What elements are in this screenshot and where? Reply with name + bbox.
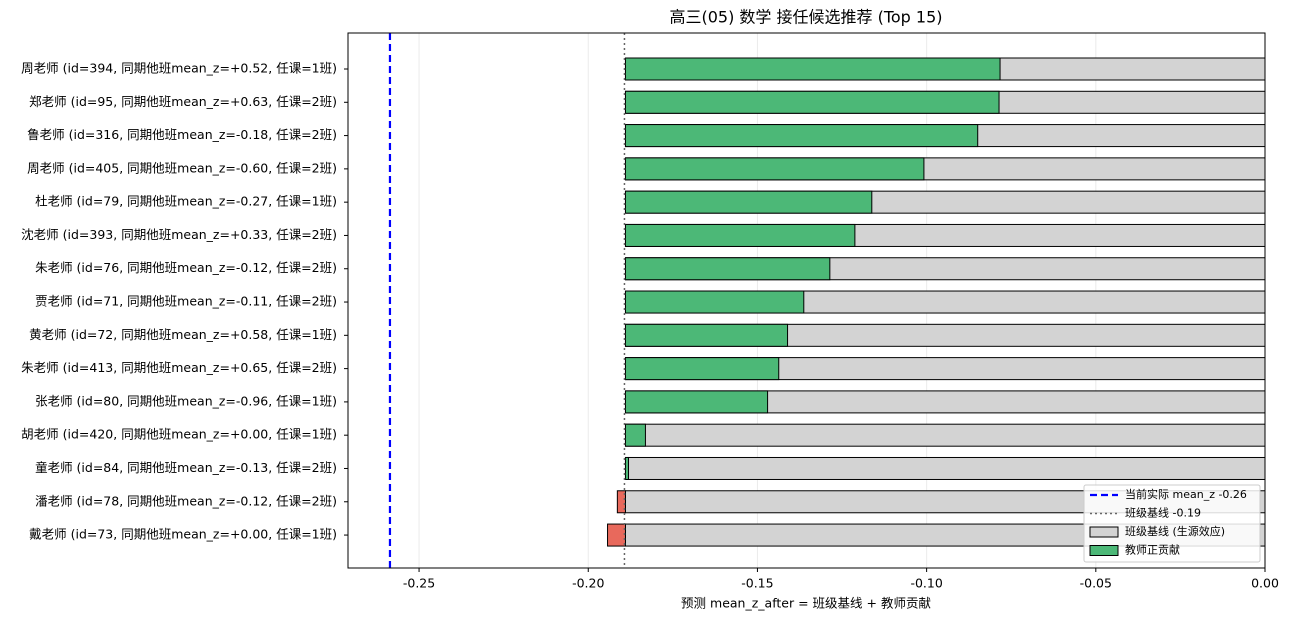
bar [624,223,856,247]
bar [624,290,805,314]
bar [624,456,630,480]
x-tick-label: -0.20 [572,576,604,591]
chart-title: 高三(05) 数学 接任候选推荐 (Top 15) [669,8,942,27]
bar [624,323,789,347]
y-tick-label: 杜老师 (id=79, 同期他班mean_z=-0.27, 任课=1班) [35,194,337,209]
y-tick-label: 沈老师 (id=393, 同期他班mean_z=+0.33, 任课=2班) [21,227,337,242]
legend-label: 班级基线 (生源效应) [1125,524,1225,538]
bar [624,190,873,214]
y-tick-label: 童老师 (id=84, 同期他班mean_z=-0.13, 任课=2班) [35,460,337,475]
bar [624,357,780,381]
y-tick-label: 朱老师 (id=76, 同期他班mean_z=-0.12, 任课=2班) [35,260,337,275]
legend-label: 班级基线 -0.19 [1125,506,1201,520]
y-tick-label: 胡老师 (id=420, 同期他班mean_z=+0.00, 任课=1班) [21,427,337,442]
y-tick-label: 鲁老师 (id=316, 同期他班mean_z=-0.18, 任课=2班) [27,127,337,142]
legend-swatch [1089,526,1119,538]
x-axis-label: 预测 mean_z_after = 班级基线 + 教师贡献 [681,596,931,611]
legend-label: 教师正贡献 [1125,543,1180,557]
bar [616,490,626,514]
y-tick-label: 黄老师 (id=72, 同期他班mean_z=+0.58, 任课=1班) [29,327,337,342]
y-tick-label: 张老师 (id=80, 同期他班mean_z=-0.96, 任课=1班) [35,393,337,408]
x-tick-label: 0.00 [1251,576,1279,591]
legend-box [1083,484,1261,563]
bar [624,124,979,148]
y-tick-label: 潘老师 (id=78, 同期他班mean_z=-0.12, 任课=2班) [35,493,337,508]
y-tick-label: 周老师 (id=405, 同期他班mean_z=-0.60, 任课=2班) [27,160,337,175]
legend-label: 当前实际 mean_z -0.26 [1125,487,1247,501]
bar [624,57,1001,81]
x-tick-label: -0.15 [741,576,773,591]
bar [624,390,769,414]
bar [624,90,1000,114]
bar [624,423,1266,447]
x-tick-label: -0.05 [1080,576,1112,591]
x-tick-label: -0.25 [403,576,435,591]
bar [624,257,831,281]
plot-frame [347,32,1266,569]
x-tick-label: -0.10 [910,576,942,591]
bar [624,456,1266,480]
bar [607,523,626,547]
bar [624,157,925,181]
y-tick-label: 郑老师 (id=95, 同期他班mean_z=+0.63, 任课=2班) [29,94,337,109]
y-tick-label: 贾老师 (id=71, 同期他班mean_z=-0.11, 任课=2班) [35,294,337,309]
y-tick-label: 周老师 (id=394, 同期他班mean_z=+0.52, 任课=1班) [21,61,337,76]
bar [624,423,646,447]
legend-swatch [1089,545,1119,556]
y-tick-label: 戴老师 (id=73, 同期他班mean_z=+0.00, 任课=1班) [29,527,337,542]
y-tick-label: 朱老师 (id=413, 同期他班mean_z=+0.65, 任课=2班) [21,360,337,375]
